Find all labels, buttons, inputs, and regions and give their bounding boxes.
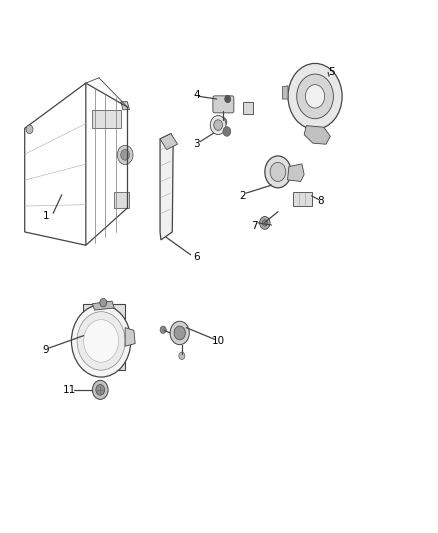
Polygon shape (288, 164, 304, 181)
Circle shape (92, 380, 108, 399)
FancyBboxPatch shape (293, 192, 312, 206)
Text: 6: 6 (193, 252, 200, 262)
Polygon shape (92, 301, 114, 310)
Circle shape (262, 220, 268, 226)
Circle shape (77, 312, 125, 370)
Polygon shape (283, 86, 288, 99)
Circle shape (220, 118, 227, 126)
FancyBboxPatch shape (213, 96, 234, 113)
Text: 11: 11 (63, 385, 76, 395)
Text: 4: 4 (193, 90, 200, 100)
Circle shape (265, 156, 291, 188)
Text: 10: 10 (212, 336, 225, 346)
Circle shape (225, 95, 231, 103)
Circle shape (288, 63, 342, 130)
Circle shape (270, 163, 286, 181)
FancyBboxPatch shape (243, 102, 253, 114)
Circle shape (214, 120, 223, 131)
Circle shape (210, 116, 226, 135)
Polygon shape (92, 110, 121, 128)
Circle shape (305, 85, 325, 108)
Polygon shape (125, 328, 135, 346)
Circle shape (96, 384, 105, 395)
Text: 8: 8 (318, 196, 324, 206)
Text: 2: 2 (240, 191, 246, 201)
Text: 3: 3 (194, 139, 200, 149)
Circle shape (174, 326, 185, 340)
Polygon shape (83, 304, 125, 370)
Circle shape (117, 146, 133, 165)
Circle shape (160, 326, 166, 334)
Polygon shape (304, 126, 330, 144)
Polygon shape (160, 134, 177, 150)
Circle shape (84, 320, 119, 362)
Circle shape (71, 305, 131, 377)
Text: 5: 5 (328, 68, 335, 77)
Circle shape (260, 216, 270, 229)
Polygon shape (160, 134, 173, 240)
Circle shape (223, 127, 231, 136)
Text: 9: 9 (42, 345, 49, 356)
Text: 1: 1 (43, 211, 50, 221)
Polygon shape (121, 102, 130, 110)
Circle shape (121, 150, 130, 160)
Polygon shape (114, 192, 130, 208)
Text: 7: 7 (251, 221, 258, 231)
Circle shape (179, 352, 185, 360)
Circle shape (297, 74, 333, 119)
Circle shape (100, 298, 107, 307)
Circle shape (170, 321, 189, 345)
Circle shape (26, 125, 33, 134)
